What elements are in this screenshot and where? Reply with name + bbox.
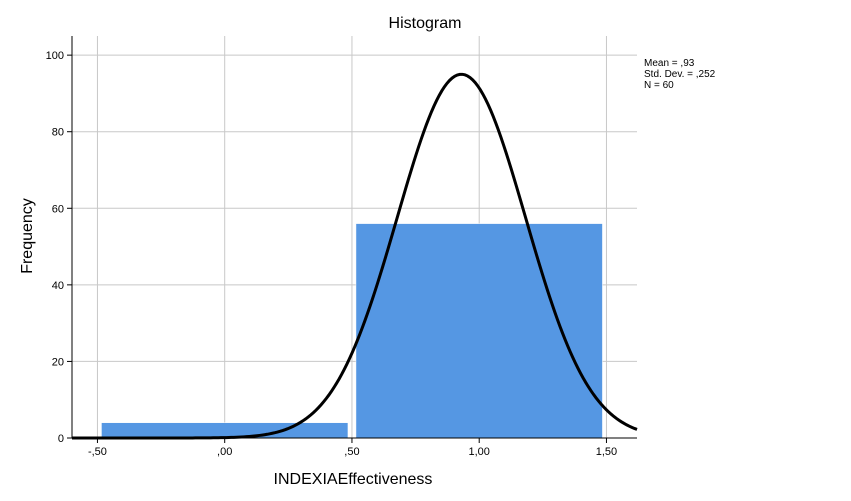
y-tick-label: 80: [52, 127, 64, 139]
y-axis-label: Frequency: [19, 198, 36, 274]
x-tick-label: ,00: [217, 446, 232, 458]
stats-line: N = 60: [644, 80, 674, 91]
x-tick-label: 1,50: [596, 446, 617, 458]
stats-line: Std. Dev. = ,252: [644, 69, 716, 80]
normal-curve-layer: [72, 72, 638, 440]
histogram-bar: [101, 422, 349, 439]
x-tick-label: -,50: [88, 446, 107, 458]
y-tick-label: 100: [46, 50, 64, 62]
stats-line: Mean = ,93: [644, 58, 695, 69]
y-tick-label: 0: [58, 433, 64, 445]
x-tick-label: 1,00: [468, 446, 489, 458]
y-tick-label: 60: [52, 203, 64, 215]
histogram-bar: [355, 223, 603, 439]
y-tick-label: 40: [52, 280, 64, 292]
y-tick-label: 20: [52, 356, 64, 368]
chart-title: Histogram: [389, 15, 462, 32]
normal-curve: [72, 72, 638, 440]
x-axis-label: INDEXIAEffectiveness: [274, 471, 433, 488]
tick-labels: 0 20 40 60 80 100 -,50 ,00 ,50 1,00 1,50: [46, 50, 618, 458]
x-tick-label: ,50: [344, 446, 359, 458]
